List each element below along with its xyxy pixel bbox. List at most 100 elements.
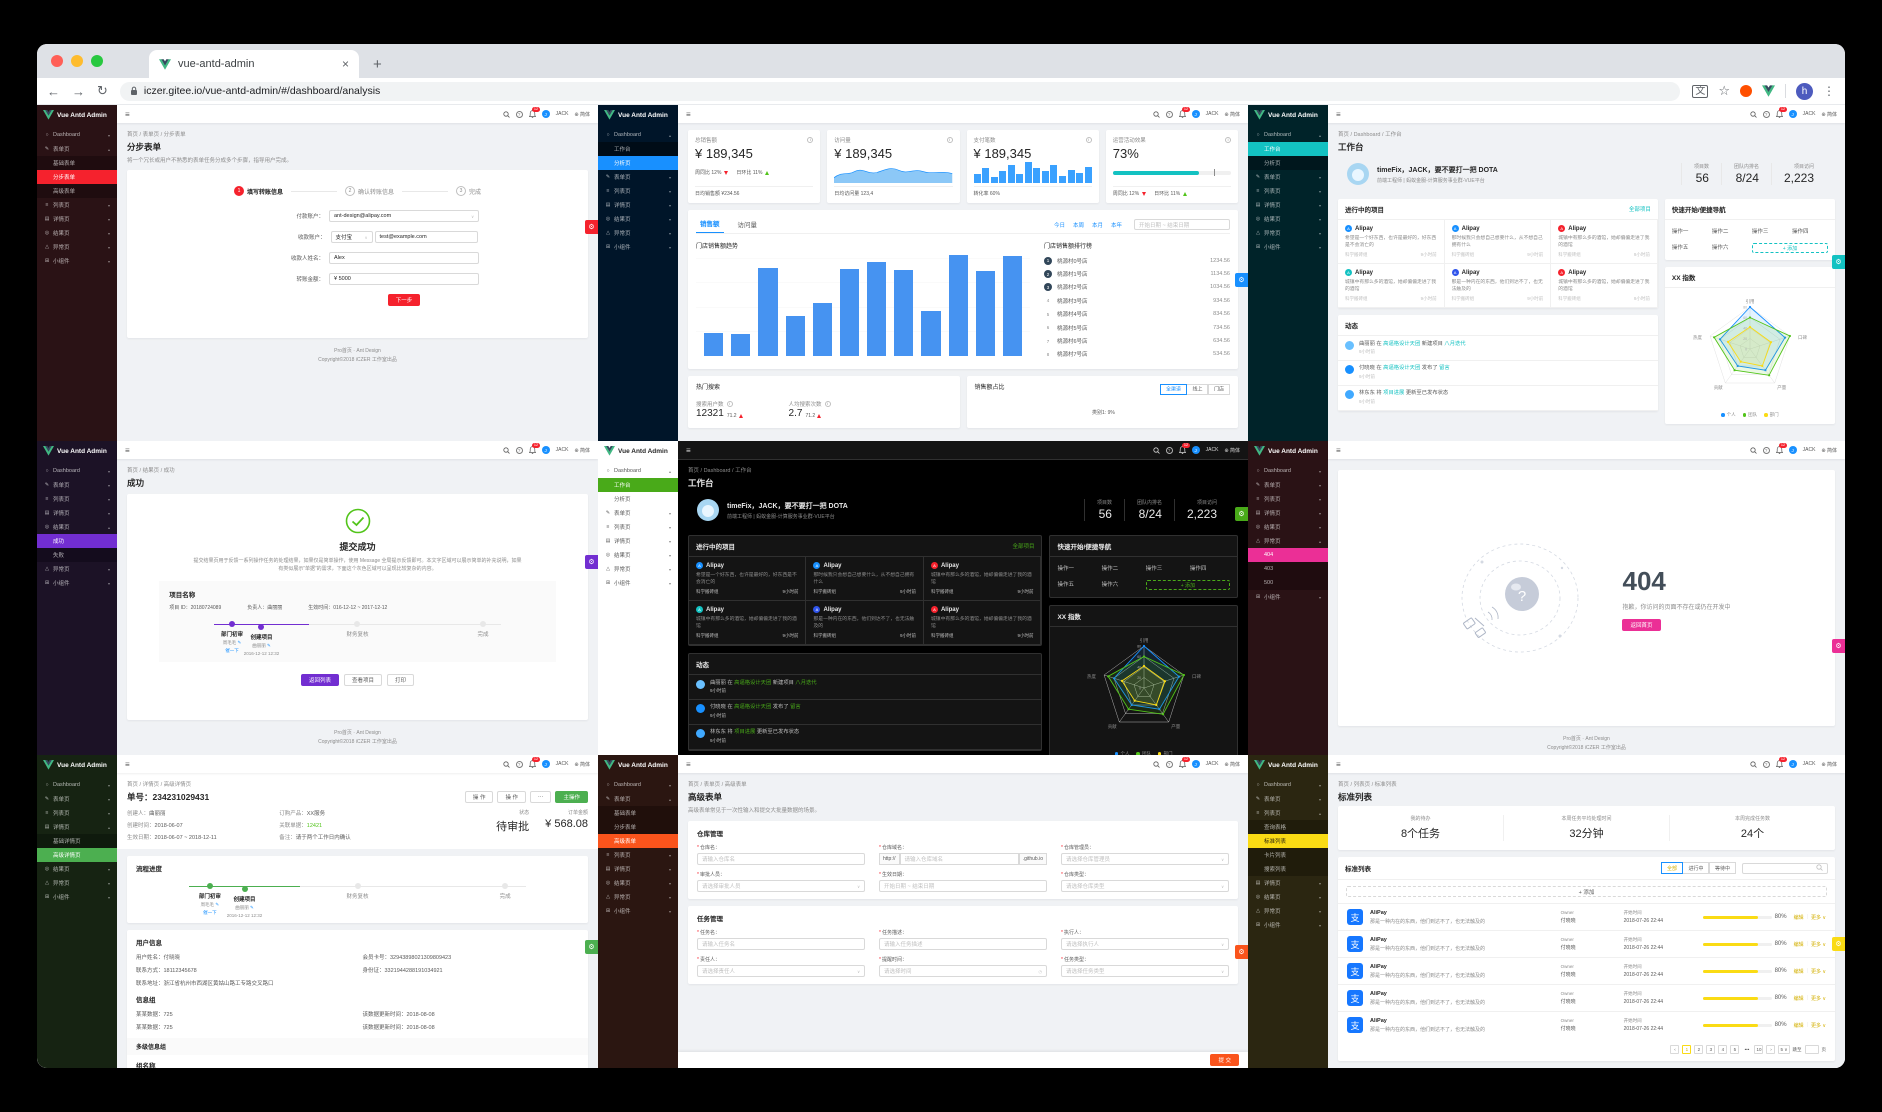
legend-个人[interactable]: 个人 — [1114, 751, 1129, 755]
sidebar-item-小组件[interactable]: ⊞ 小组件 ▾ — [37, 254, 117, 268]
owner-name[interactable]: 付晓晓 — [1560, 1026, 1576, 1032]
field-select[interactable]: 请选择审批人员 ∨ — [697, 880, 865, 892]
sidebar-collapse-icon[interactable]: ≡ — [125, 759, 130, 769]
menu-kebab-icon[interactable]: ⋮ — [1823, 84, 1835, 98]
sidebar-subitem-403[interactable]: 403 — [1248, 562, 1328, 576]
notification-bell-icon[interactable]: 12 — [528, 757, 540, 768]
theme-settings-button[interactable]: ⚙ — [585, 220, 598, 234]
project-group[interactable]: 科学搬砖组 — [813, 633, 836, 638]
language-switch[interactable]: ⊕ 简体 — [574, 447, 590, 454]
sidebar-item-异常页[interactable]: △ 异常页 ▾ — [1248, 226, 1328, 240]
range-今日[interactable]: 今日 — [1053, 222, 1065, 229]
legend-部门[interactable]: 部门 — [1764, 412, 1779, 418]
project-card[interactable]: A Alipay 城镇中有那么多的酒馆，她却偏偏走进了我的酒馆 科学搬砖组 9小时前 — [1551, 220, 1658, 264]
edit-link[interactable]: 编辑 — [1793, 1022, 1804, 1029]
field-input[interactable]: 请输入任务名 — [697, 938, 865, 950]
theme-settings-button[interactable]: ⚙ — [585, 940, 598, 954]
sidebar-collapse-icon[interactable]: ≡ — [686, 445, 691, 455]
project-group[interactable]: 科学搬砖组 — [1345, 252, 1368, 257]
field-input[interactable]: 请选择时间 ◷ — [879, 965, 1047, 977]
sidebar-item-小组件[interactable]: ⊞ 小组件 ▾ — [1248, 590, 1328, 604]
profile-avatar[interactable]: h — [1796, 82, 1813, 100]
action-button[interactable]: ⋯ — [529, 791, 552, 803]
sidebar-item-小组件[interactable]: ⊞ 小组件 ▾ — [37, 576, 117, 590]
theme-settings-button[interactable]: ⚙ — [1832, 255, 1845, 269]
sidebar-item-列表页[interactable]: ≡ 列表页 ▴ — [1248, 806, 1328, 820]
sidebar-collapse-icon[interactable]: ≡ — [125, 109, 130, 119]
notification-bell-icon[interactable]: 12 — [1178, 107, 1190, 118]
sidebar-item-表单页[interactable]: ✎ 表单页 ▾ — [37, 792, 117, 806]
sidebar-item-小组件[interactable]: ⊞ 小组件 ▾ — [1248, 918, 1328, 932]
project-card[interactable]: A Alipay 那时候我只会想自己想要什么，从不想自己拥有什么 科学搬砖组 9小时前 — [806, 557, 924, 601]
info-icon[interactable]: i — [946, 137, 953, 143]
theme-settings-button[interactable]: ⚙ — [1832, 639, 1845, 653]
op-操作三[interactable]: 操作三 — [1751, 229, 1769, 235]
sidebar-item-结果页[interactable]: ◎ 结果页 ▾ — [598, 212, 678, 226]
footer-link-home[interactable]: Pro首页 — [1563, 736, 1581, 742]
zoom-button[interactable] — [91, 55, 103, 67]
user-avatar[interactable]: J — [1191, 110, 1200, 118]
project-card[interactable]: A Alipay 那是一种内在的东西，他们到达不了，也无法触及的 科学搬砖组 9小时前 — [806, 601, 924, 645]
field-select[interactable]: 请选择仓库管理员 ∨ — [1061, 853, 1229, 865]
sidebar-item-详情页[interactable]: ▤ 详情页 ▾ — [1248, 506, 1328, 520]
activity-link[interactable]: 留言 — [1439, 365, 1450, 372]
next-page[interactable]: › — [1766, 1045, 1776, 1054]
sidebar-item-详情页[interactable]: ▤ 详情页 ▾ — [1248, 198, 1328, 212]
help-icon[interactable]: ? — [1762, 760, 1770, 768]
sidebar-item-Dashboard[interactable]: ○ Dashboard ▾ — [37, 778, 117, 792]
notification-bell-icon[interactable]: 12 — [1775, 757, 1787, 768]
field-select[interactable]: 请选择执行人 ∨ — [1061, 938, 1229, 950]
search-icon[interactable] — [503, 110, 510, 118]
op-操作三[interactable]: 操作三 — [1145, 566, 1163, 572]
project-group[interactable]: 科学搬砖组 — [1558, 296, 1581, 301]
sidebar-item-表单页[interactable]: ✎ 表单页 ▾ — [598, 170, 678, 184]
notification-bell-icon[interactable]: 12 — [1775, 443, 1787, 454]
language-switch[interactable]: ⊕ 简体 — [1224, 111, 1240, 118]
sidebar-item-表单页[interactable]: ✎ 表单页 ▾ — [598, 506, 678, 520]
user-avatar[interactable]: J — [1788, 760, 1797, 768]
project-group[interactable]: 科学搬砖组 — [696, 633, 719, 638]
sidebar-item-小组件[interactable]: ⊞ 小组件 ▾ — [598, 240, 678, 254]
footer-link-home[interactable]: Pro首页 — [334, 730, 352, 736]
field-select[interactable]: ant-design@alipay.com ∨ — [329, 210, 479, 222]
project-card[interactable]: A Alipay 那是一种内在的东西，他们到达不了，也无法触及的 科学搬砖组 9小时前 — [1444, 264, 1552, 308]
filter-线上[interactable]: 线上 — [1186, 383, 1209, 395]
action-button[interactable]: 操 作 — [464, 791, 494, 803]
field-select[interactable]: 请选择仓库类型 ∨ — [1061, 880, 1229, 892]
add-op-button[interactable]: + 添加 — [1751, 243, 1828, 253]
activity-link[interactable]: 八月迭代 — [1444, 340, 1466, 347]
sidebar-item-表单页[interactable]: ✎ 表单页 ▴ — [37, 142, 117, 156]
theme-settings-button[interactable]: ⚙ — [1832, 937, 1845, 951]
user-avatar[interactable]: J — [1191, 446, 1200, 454]
search-icon[interactable] — [1750, 110, 1757, 118]
sidebar-subitem-成功[interactable]: 成功 — [37, 534, 117, 548]
more-link[interactable]: 更多 ∨ — [1810, 968, 1826, 975]
translate-icon[interactable]: 文 — [1692, 84, 1709, 98]
sidebar-subitem-高级表单[interactable]: 高级表单 — [598, 834, 678, 848]
project-card[interactable]: A Alipay 城镇中有那么多的酒馆，她却偏偏走进了我的酒馆 科学搬砖组 9小时前 — [689, 601, 807, 645]
forward-icon[interactable]: → — [72, 83, 85, 99]
op-操作四[interactable]: 操作四 — [1791, 229, 1809, 235]
user-avatar[interactable]: J — [541, 446, 550, 454]
footer-link-brand[interactable]: Ant Design — [356, 730, 381, 736]
op-操作五[interactable]: 操作五 — [1671, 245, 1689, 251]
sidebar-item-异常页[interactable]: △ 异常页 ▾ — [37, 876, 117, 890]
sidebar-item-Dashboard[interactable]: ○ Dashboard ▴ — [1248, 128, 1328, 142]
address-bar[interactable]: iczer.gitee.io/vue-antd-admin/#/dashboar… — [119, 81, 1681, 101]
sidebar-item-表单页[interactable]: ✎ 表单页 ▾ — [1248, 792, 1328, 806]
search-icon[interactable] — [1153, 110, 1160, 118]
edit-link[interactable]: 编辑 — [1793, 914, 1804, 921]
reload-icon[interactable]: ↻ — [97, 83, 108, 98]
sidebar-item-表单页[interactable]: ✎ 表单页 ▾ — [1248, 478, 1328, 492]
activity-link[interactable]: 高逼格设计天团 — [1383, 340, 1421, 347]
sidebar-subitem-分析页[interactable]: 分析页 — [1248, 156, 1328, 170]
sidebar-item-列表页[interactable]: ≡ 列表页 ▾ — [598, 184, 678, 198]
sidebar-subitem-分析页[interactable]: 分析页 — [598, 156, 678, 170]
sidebar-subitem-失败[interactable]: 失败 — [37, 548, 117, 562]
sidebar-item-列表页[interactable]: ≡ 列表页 ▾ — [1248, 184, 1328, 198]
project-card[interactable]: A Alipay 城镇中有那么多的酒馆，她却偏偏走进了我的酒馆 科学搬砖组 9小时前 — [1338, 264, 1445, 308]
new-tab-button[interactable]: + — [373, 56, 382, 73]
filter-全渠道[interactable]: 全渠道 — [1159, 383, 1187, 395]
theme-settings-button[interactable]: ⚙ — [585, 555, 598, 569]
sidebar-item-表单页[interactable]: ✎ 表单页 ▾ — [1248, 170, 1328, 184]
